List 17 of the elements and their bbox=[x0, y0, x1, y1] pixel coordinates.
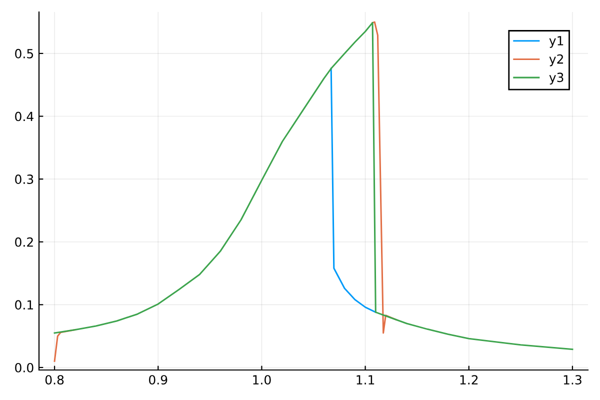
x-tick-label: 0.9 bbox=[149, 375, 168, 385]
line-series bbox=[330, 68, 376, 313]
x-tick-label: 0.8 bbox=[45, 375, 64, 385]
x-tick-label: 1.3 bbox=[564, 375, 582, 385]
x-tick-label: 1.0 bbox=[253, 375, 271, 385]
y-tick-label: 0.4 bbox=[15, 112, 34, 122]
x-tick-label: 1.1 bbox=[356, 375, 374, 384]
legend-label: y1 bbox=[549, 36, 564, 48]
y-tick-label: 0.0 bbox=[15, 362, 34, 372]
y-tick-label: 0.3 bbox=[15, 174, 34, 184]
legend-label: y3 bbox=[549, 72, 564, 85]
legend-label: y2 bbox=[549, 54, 563, 66]
y-tick-label: 0.1 bbox=[15, 300, 33, 310]
y-tick-label: 0.2 bbox=[15, 237, 33, 247]
line-series bbox=[54, 22, 574, 350]
x-tick-label: 1.2 bbox=[460, 375, 478, 384]
y-tick-label: 0.5 bbox=[15, 48, 34, 58]
